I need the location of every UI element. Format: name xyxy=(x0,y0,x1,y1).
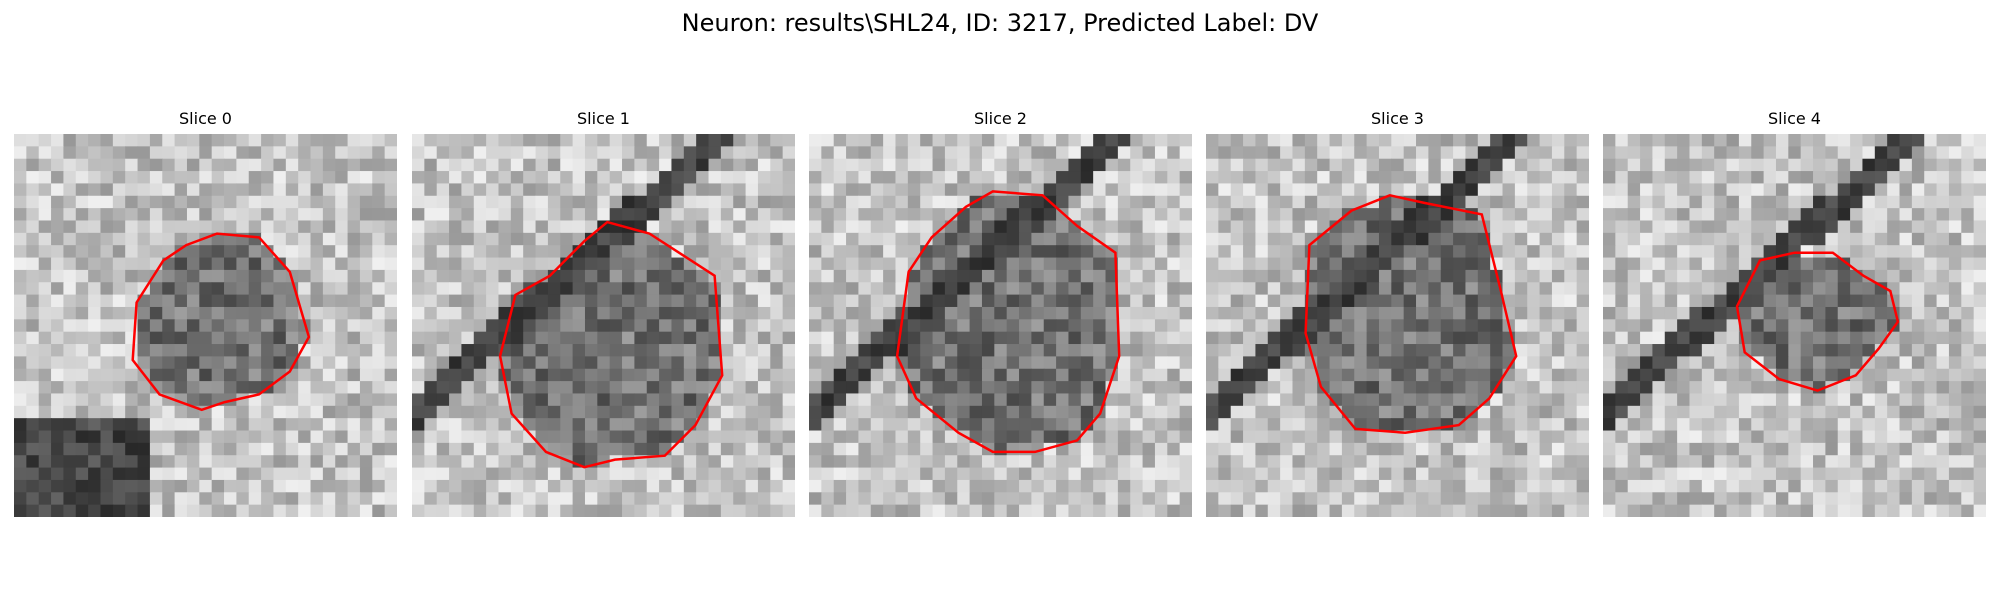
slice-pixels xyxy=(412,134,795,517)
figure-title: Neuron: results\SHL24, ID: 3217, Predict… xyxy=(681,9,1319,37)
slice-image-4 xyxy=(1603,134,1986,517)
slice-panel-1: Slice 1 xyxy=(412,108,795,518)
slice-title-2: Slice 2 xyxy=(974,109,1027,128)
neuron-contour-outline xyxy=(1735,251,1900,392)
slice-pixels xyxy=(1603,134,1986,517)
slice-image-3 xyxy=(1206,134,1589,517)
slice-image-0 xyxy=(14,134,397,517)
slice-panel-0: Slice 0 xyxy=(14,108,397,518)
slice-title-4: Slice 4 xyxy=(1768,109,1821,128)
neuron-contour-outline xyxy=(131,232,311,412)
neuron-contour-outline xyxy=(1304,193,1518,434)
slice-panel-2: Slice 2 xyxy=(809,108,1192,518)
slice-pixels xyxy=(1206,134,1589,517)
slice-pixels xyxy=(809,134,1192,517)
slice-image-1 xyxy=(412,134,795,517)
slice-title-3: Slice 3 xyxy=(1371,109,1424,128)
slice-image-2 xyxy=(809,134,1192,517)
slice-pixels xyxy=(14,134,397,517)
neuron-contour-outline xyxy=(895,190,1121,454)
neuron-contour-outline xyxy=(498,220,724,469)
slice-title-1: Slice 1 xyxy=(577,109,630,128)
slice-panel-3: Slice 3 xyxy=(1206,108,1589,518)
slice-panel-4: Slice 4 xyxy=(1603,108,1986,518)
slice-title-0: Slice 0 xyxy=(179,109,232,128)
